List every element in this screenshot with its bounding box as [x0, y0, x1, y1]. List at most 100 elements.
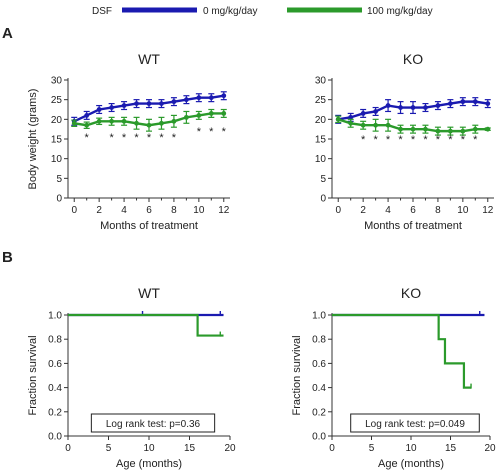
chart-B-KO: KO 0.0 0.2 0.4 0.6 0.8 1.0 0 5 10 15 20 Age (months)…: [291, 285, 496, 470]
data-point: [184, 97, 189, 102]
data-point: [386, 103, 391, 108]
x-tick-label: 10: [405, 443, 417, 454]
significance-star: *: [134, 132, 139, 144]
significance-star: *: [448, 134, 453, 146]
data-point: [423, 105, 428, 110]
y-axis-label: Fraction survival: [291, 335, 303, 415]
data-point: [373, 123, 378, 128]
x-tick-label: 12: [218, 205, 230, 216]
data-point: [386, 123, 391, 128]
y-tick-label: 0.2: [48, 407, 62, 418]
y-tick-label: 0: [320, 194, 326, 205]
x-tick-label: 5: [369, 443, 375, 454]
data-point: [448, 101, 453, 106]
survival-curve-1: [68, 315, 224, 336]
y-tick-label: 0.0: [312, 432, 326, 443]
significance-star: *: [85, 132, 90, 144]
significance-star: *: [172, 132, 177, 144]
survival-curve-1: [332, 315, 471, 388]
significance-star: *: [386, 134, 391, 146]
log-rank-label: Log rank test: p=0.36: [106, 419, 201, 430]
y-tick-label: 0.8: [48, 335, 62, 346]
data-point: [97, 107, 102, 112]
data-point: [398, 127, 403, 132]
data-point: [196, 95, 201, 100]
legend-label-1: 100 mg/kg/day: [367, 6, 433, 17]
x-tick-label: 5: [106, 443, 112, 454]
x-tick-label: 20: [224, 443, 236, 454]
x-tick-label: 4: [385, 205, 391, 216]
data-point: [97, 119, 102, 124]
data-point: [348, 121, 353, 126]
significance-star: *: [109, 132, 114, 144]
data-point: [221, 93, 226, 98]
x-tick-label: 2: [360, 205, 366, 216]
chart-title: KO: [401, 285, 421, 301]
y-axis-label: Body weight (grams): [27, 89, 39, 190]
y-tick-label: 0.8: [312, 335, 326, 346]
chart-title: KO: [403, 51, 423, 67]
data-point: [436, 103, 441, 108]
x-tick-label: 12: [482, 205, 494, 216]
data-point: [134, 101, 139, 106]
data-point: [460, 99, 465, 104]
y-tick-label: 1.0: [312, 311, 326, 322]
data-point: [473, 127, 478, 132]
significance-star: *: [122, 132, 127, 144]
x-tick-label: 0: [335, 205, 341, 216]
x-tick-label: 6: [410, 205, 416, 216]
data-point: [209, 111, 214, 116]
chart-B-WT: WT0.00.20.40.60.81.00 5 10 15 20Age (months)…: [27, 285, 236, 470]
significance-star: *: [373, 134, 378, 146]
chart-A-WT: WT 0 5 10 15 20 25 30 0 2 4 6 8 10 12 Months of treatme…: [27, 51, 230, 232]
y-tick-label: 0.4: [48, 383, 62, 394]
data-point: [147, 123, 152, 128]
y-tick-label: 10: [51, 154, 63, 165]
x-tick-label: 0: [65, 443, 71, 454]
data-point: [122, 119, 127, 124]
x-axis-label: Age (months): [378, 458, 444, 470]
data-point: [109, 105, 114, 110]
legend: DSF 0 mg/kg/day 100 mg/kg/day: [92, 6, 433, 17]
x-tick-label: 10: [143, 443, 155, 454]
x-tick-label: 6: [146, 205, 152, 216]
data-point: [398, 105, 403, 110]
y-tick-label: 15: [51, 135, 63, 146]
y-tick-label: 30: [51, 76, 63, 87]
significance-star: *: [222, 126, 227, 138]
data-point: [361, 111, 366, 116]
y-axis-label: Fraction survival: [27, 335, 39, 415]
x-tick-label: 15: [445, 443, 457, 454]
significance-star: *: [398, 134, 403, 146]
data-point: [134, 121, 139, 126]
y-tick-label: 10: [315, 154, 327, 165]
data-point: [159, 121, 164, 126]
y-tick-label: 0.2: [312, 407, 326, 418]
data-point: [109, 119, 114, 124]
data-point: [485, 101, 490, 106]
y-tick-label: 15: [315, 135, 327, 146]
significance-star: *: [147, 132, 152, 144]
y-tick-label: 1.0: [48, 311, 62, 322]
data-point: [411, 105, 416, 110]
data-point: [84, 123, 89, 128]
significance-star: *: [197, 126, 202, 138]
panel-label-a: A: [2, 25, 13, 42]
x-axis-label: Months of treatment: [100, 220, 198, 232]
chart-title: WT: [138, 51, 160, 67]
significance-star: *: [423, 134, 428, 146]
legend-label-0: 0 mg/kg/day: [203, 6, 257, 17]
panel-label-b: B: [2, 249, 13, 266]
data-point: [336, 117, 341, 122]
data-point: [159, 101, 164, 106]
x-tick-label: 2: [96, 205, 102, 216]
significance-star: *: [411, 134, 416, 146]
y-tick-label: 20: [51, 115, 63, 126]
significance-star: *: [159, 132, 164, 144]
data-point: [485, 127, 490, 132]
x-tick-label: 4: [121, 205, 127, 216]
data-point: [460, 129, 465, 134]
data-point: [221, 111, 226, 116]
